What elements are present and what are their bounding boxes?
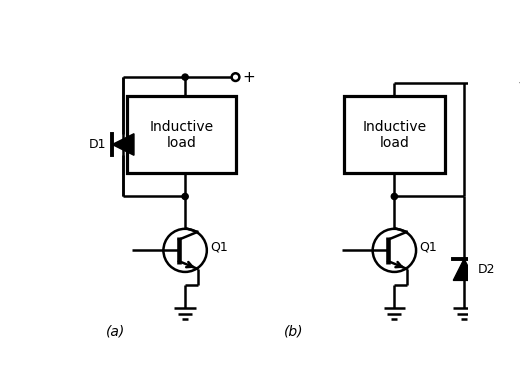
Polygon shape — [112, 134, 134, 155]
Bar — [127, 96, 236, 173]
Text: Inductive
load: Inductive load — [149, 120, 213, 150]
Text: +: + — [517, 76, 520, 91]
Bar — [344, 96, 445, 173]
Text: +: + — [242, 69, 255, 85]
Text: Inductive
load: Inductive load — [362, 120, 426, 150]
Text: D2: D2 — [478, 263, 496, 276]
Circle shape — [182, 193, 188, 200]
Circle shape — [182, 74, 188, 80]
Text: Q1: Q1 — [419, 240, 437, 253]
Text: (b): (b) — [284, 324, 303, 338]
Text: (a): (a) — [106, 324, 125, 338]
Circle shape — [391, 193, 397, 200]
Text: Q1: Q1 — [210, 240, 228, 253]
Text: D1: D1 — [88, 138, 106, 151]
Polygon shape — [453, 259, 475, 280]
